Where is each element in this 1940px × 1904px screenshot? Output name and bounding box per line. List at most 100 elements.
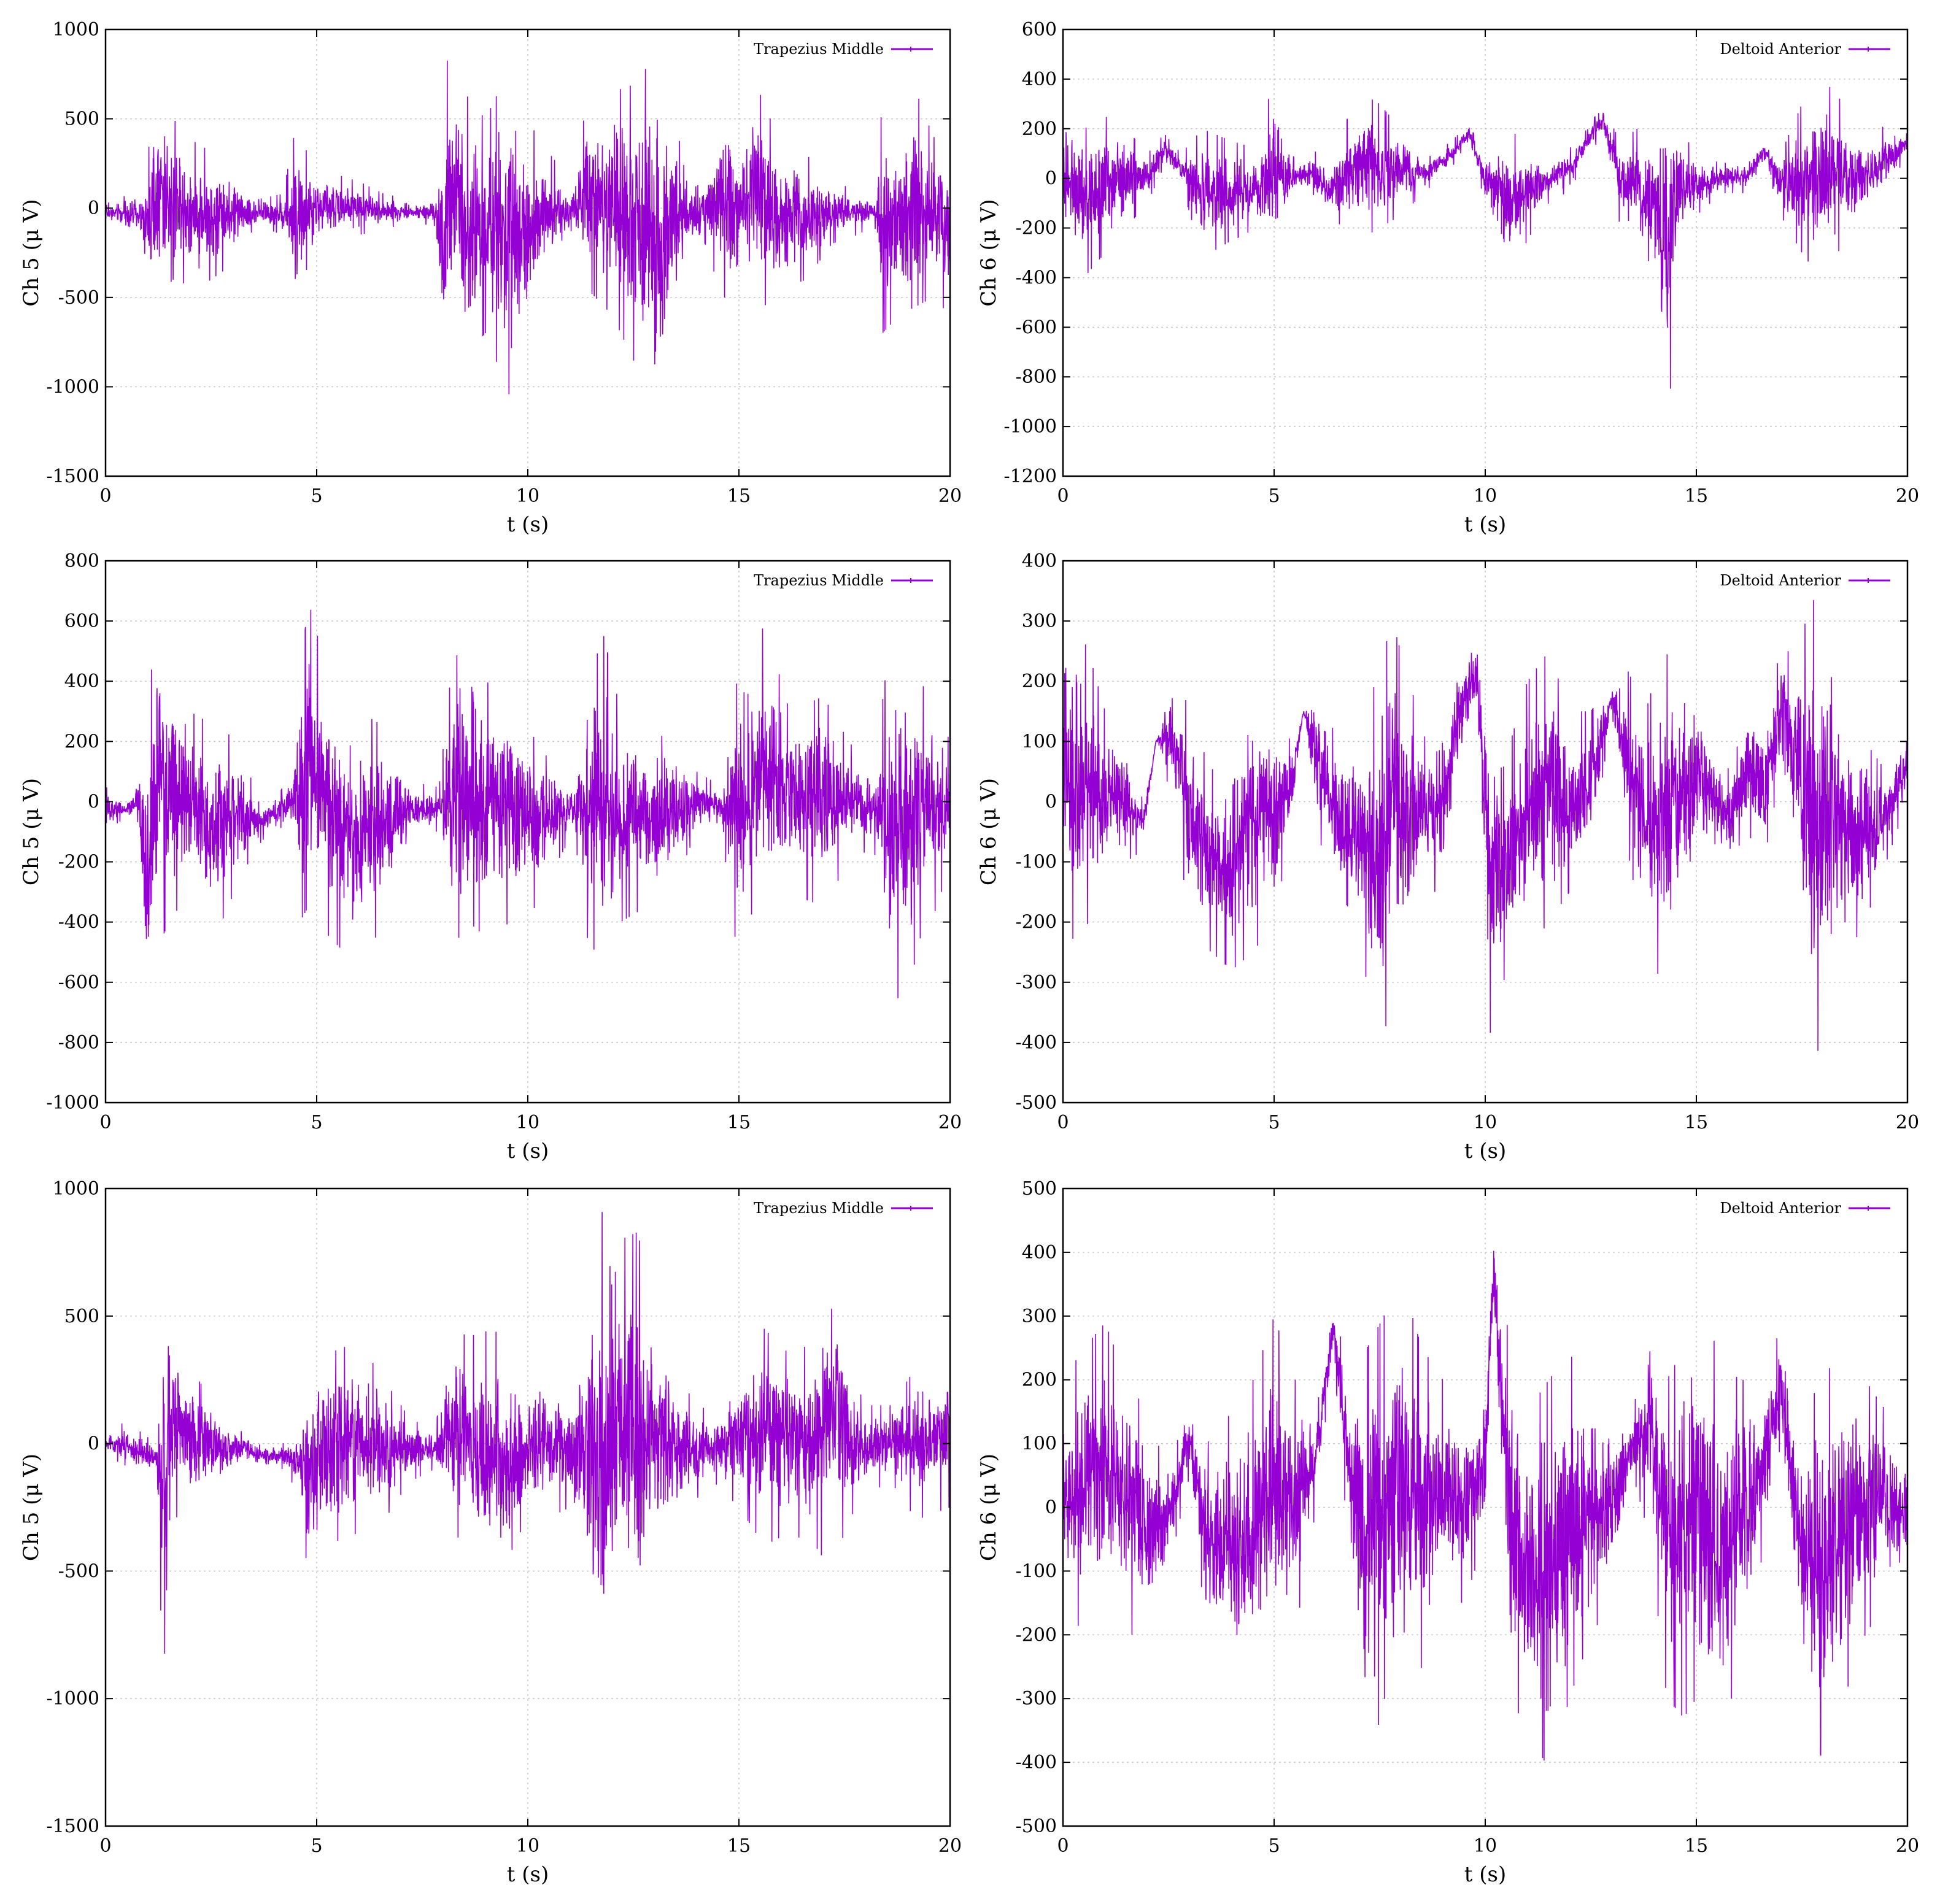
data-series-line bbox=[106, 60, 950, 395]
y-tick-label: -800 bbox=[1016, 366, 1057, 388]
x-tick-label: 10 bbox=[516, 1112, 539, 1133]
x-tick-label: 20 bbox=[938, 1112, 962, 1133]
y-tick-label: -400 bbox=[1016, 267, 1057, 288]
y-tick-label: 500 bbox=[1022, 1178, 1057, 1200]
legend-marker bbox=[1866, 1206, 1871, 1211]
x-tick-label: 5 bbox=[311, 1835, 322, 1857]
y-tick-label: -300 bbox=[1016, 972, 1057, 993]
y-tick-label: 300 bbox=[1022, 1306, 1057, 1327]
y-tick-label: 1000 bbox=[53, 1178, 99, 1200]
chart-panel-4: Deltoid Anterior 0 5 10 15 20 -500 -400 -300 -200… bbox=[976, 550, 1919, 1163]
chart-panel-5: Trapezius Middle 0 5 10 15 20 -1500 -1000 -500 0 5… bbox=[19, 1178, 962, 1887]
y-tick-label: -500 bbox=[58, 1560, 99, 1582]
y-tick-label: 200 bbox=[64, 731, 99, 752]
legend-marker bbox=[908, 47, 913, 52]
y-tick-label: -200 bbox=[1016, 218, 1057, 239]
plot-frame bbox=[104, 1187, 951, 1827]
y-tick-label: -600 bbox=[58, 972, 99, 993]
y-tick-label: 500 bbox=[64, 109, 99, 130]
x-tick-label: 15 bbox=[1685, 1112, 1708, 1133]
grid bbox=[106, 561, 950, 1103]
x-tick-label: 0 bbox=[99, 485, 111, 507]
y-tick-label: -500 bbox=[1016, 1816, 1057, 1837]
y-tick-label: 100 bbox=[1022, 731, 1057, 752]
y-tick-label: 0 bbox=[1045, 168, 1057, 190]
y-tick-label: -800 bbox=[58, 1032, 99, 1054]
y-tick-label: -200 bbox=[1016, 912, 1057, 933]
data-series-line bbox=[106, 609, 950, 998]
x-tick-label: 0 bbox=[1057, 1112, 1069, 1133]
y-tick-label: 300 bbox=[1022, 611, 1057, 632]
x-tick-label: 5 bbox=[1268, 1835, 1280, 1857]
chart-panel-3: Trapezius Middle 0 5 10 15 20 -1000 -800 -600 -40… bbox=[19, 550, 962, 1163]
x-axis-label: t (s) bbox=[1464, 512, 1506, 537]
data-series-line bbox=[1063, 1251, 1907, 1761]
chart-panel-6: Deltoid Anterior 0 5 10 15 20 -500 -400 -300 -200… bbox=[976, 1178, 1919, 1887]
y-axis-label: Ch 6 (μ V) bbox=[976, 1454, 1001, 1561]
y-tick-label: 1000 bbox=[53, 19, 99, 40]
y-tick-label: -1500 bbox=[47, 466, 99, 487]
x-tick-label: 0 bbox=[99, 1112, 111, 1133]
legend: Trapezius Middle bbox=[754, 40, 933, 58]
y-tick-label: 400 bbox=[1022, 550, 1057, 572]
x-axis-label: t (s) bbox=[1464, 1139, 1506, 1163]
y-tick-label: -1500 bbox=[47, 1816, 99, 1837]
grid bbox=[106, 1189, 950, 1826]
x-tick-label: 10 bbox=[516, 485, 539, 507]
y-tick-label: 800 bbox=[64, 550, 99, 572]
x-tick-label: 10 bbox=[1474, 1112, 1497, 1133]
x-tick-label: 5 bbox=[1268, 485, 1280, 507]
y-tick-label: -400 bbox=[58, 912, 99, 933]
x-tick-label: 15 bbox=[727, 1112, 751, 1133]
x-axis-label: t (s) bbox=[507, 1862, 549, 1887]
legend-marker bbox=[908, 578, 913, 583]
x-axis-label: t (s) bbox=[1464, 1862, 1506, 1887]
y-tick-label: -100 bbox=[1016, 1560, 1057, 1582]
y-tick-label: 500 bbox=[64, 1306, 99, 1327]
legend-label: Trapezius Middle bbox=[754, 572, 884, 589]
x-tick-label: 0 bbox=[1057, 1835, 1069, 1857]
legend-marker bbox=[1866, 47, 1871, 52]
x-tick-label: 0 bbox=[99, 1835, 111, 1857]
legend: Deltoid Anterior bbox=[1720, 1200, 1890, 1217]
chart-panel-1: Trapezius Middle 0 5 10 15 20 -1500 -1000 -500 0 5… bbox=[19, 19, 962, 537]
legend: Deltoid Anterior bbox=[1720, 572, 1890, 589]
data-series-line bbox=[1063, 600, 1907, 1051]
data-series-line bbox=[106, 1212, 950, 1654]
y-tick-label: -1000 bbox=[47, 1092, 99, 1114]
x-axis-label: t (s) bbox=[507, 512, 549, 537]
legend-label: Trapezius Middle bbox=[754, 40, 884, 58]
y-tick-label: -200 bbox=[58, 852, 99, 873]
y-tick-label: 200 bbox=[1022, 671, 1057, 692]
y-tick-label: 0 bbox=[88, 791, 99, 812]
y-axis-label: Ch 6 (μ V) bbox=[976, 778, 1001, 885]
y-tick-label: 400 bbox=[1022, 69, 1057, 90]
x-axis-label: t (s) bbox=[507, 1139, 549, 1163]
y-tick-label: -1000 bbox=[47, 376, 99, 398]
y-tick-label: -400 bbox=[1016, 1752, 1057, 1773]
y-axis-label: Ch 5 (μ V) bbox=[19, 199, 44, 306]
legend: Trapezius Middle bbox=[754, 572, 933, 589]
legend-label: Trapezius Middle bbox=[754, 1200, 884, 1217]
y-tick-label: 600 bbox=[1022, 19, 1057, 40]
x-tick-label: 15 bbox=[727, 485, 751, 507]
y-axis-label: Ch 6 (μ V) bbox=[976, 199, 1001, 306]
y-tick-label: -300 bbox=[1016, 1688, 1057, 1709]
x-tick-label: 10 bbox=[1474, 485, 1497, 507]
legend-label: Deltoid Anterior bbox=[1720, 1200, 1841, 1217]
x-tick-label: 0 bbox=[1057, 485, 1069, 507]
grid bbox=[1063, 29, 1907, 476]
x-tick-label: 15 bbox=[1685, 485, 1708, 507]
y-tick-label: -400 bbox=[1016, 1032, 1057, 1054]
x-tick-label: 15 bbox=[1685, 1835, 1708, 1857]
y-tick-label: -1000 bbox=[1004, 416, 1057, 437]
y-tick-label: 0 bbox=[1045, 791, 1057, 812]
x-tick-label: 20 bbox=[938, 485, 962, 507]
grid bbox=[1063, 1189, 1907, 1826]
y-tick-label: 0 bbox=[1045, 1497, 1057, 1519]
x-tick-label: 10 bbox=[1474, 1835, 1497, 1857]
x-tick-label: 5 bbox=[1268, 1112, 1280, 1133]
y-axis-label: Ch 5 (μ V) bbox=[19, 778, 44, 885]
y-tick-label: 400 bbox=[1022, 1242, 1057, 1263]
